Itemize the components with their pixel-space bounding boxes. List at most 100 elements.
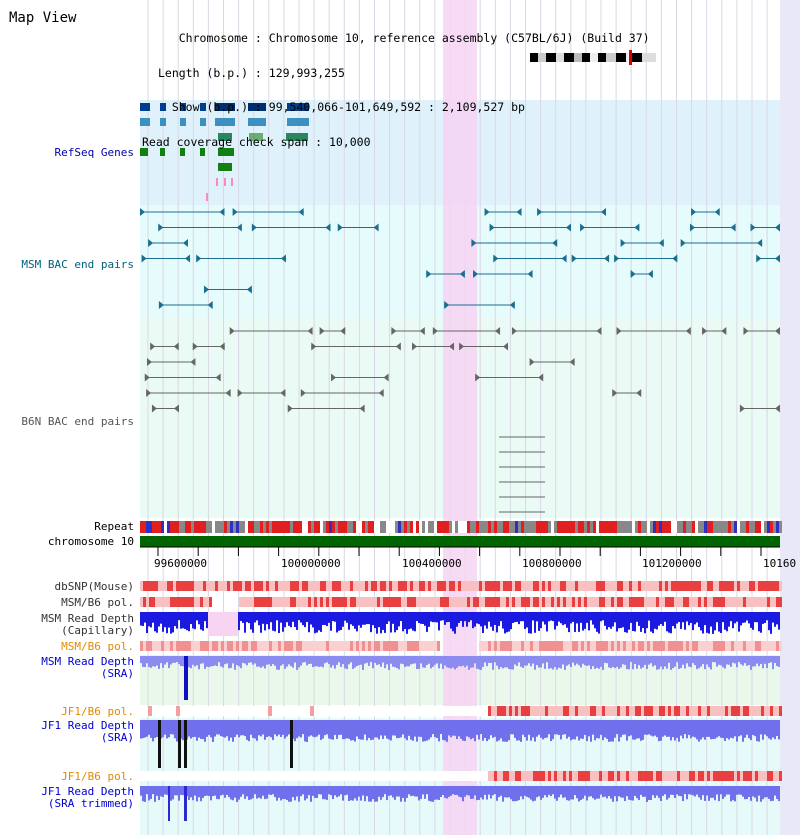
heat-cell <box>341 706 344 716</box>
depth-bar <box>246 720 248 740</box>
depth-bar <box>766 720 768 737</box>
depth-bar <box>622 656 624 665</box>
track-label-jf1-depth-sra[interactable]: JF1 Read Depth (SRA) <box>41 719 134 744</box>
heat-cell <box>332 581 335 591</box>
heat-cell <box>680 706 683 716</box>
depth-bar <box>236 720 238 735</box>
heat-cell <box>695 706 698 716</box>
depth-bar <box>278 656 280 670</box>
heat-cell <box>317 706 320 716</box>
heat-cell <box>629 771 632 781</box>
repeat-segment <box>455 521 458 533</box>
heat-cell <box>626 771 629 781</box>
depth-bar <box>570 656 572 668</box>
depth-bar <box>510 656 512 670</box>
depth-bar <box>674 612 676 629</box>
track-label-jf1-b6-pol-2[interactable]: JF1/B6 pol. <box>61 770 134 783</box>
heat-cell <box>587 581 590 591</box>
track-label-refseq[interactable]: RefSeq Genes <box>54 146 134 159</box>
track-label-msm-depth-cap[interactable]: MSM Read Depth (Capillary) <box>41 612 134 637</box>
heat-cell <box>539 641 542 651</box>
track-label-msm-b6-pol-2[interactable]: MSM/B6 pol. <box>61 640 134 653</box>
repeat-segment <box>233 521 236 533</box>
heat-cell <box>779 706 782 716</box>
depth-bar <box>556 612 558 626</box>
heat-cell <box>413 641 416 651</box>
depth-bar <box>198 720 200 738</box>
track-label-b6n-bac[interactable]: B6N BAC end pairs <box>21 415 134 428</box>
heat-cell <box>203 706 206 716</box>
heat-cell <box>629 581 632 591</box>
heat-cell <box>749 706 752 716</box>
heat-cell <box>176 597 179 607</box>
depth-bar <box>696 720 698 740</box>
depth-bar <box>538 612 540 631</box>
depth-bar <box>140 656 142 664</box>
heat-cell <box>455 581 458 591</box>
heat-cell <box>557 641 560 651</box>
depth-bar <box>690 786 692 795</box>
depth-bar <box>472 786 474 799</box>
heat-cell <box>302 581 305 591</box>
b6n-bac-pair <box>459 342 465 351</box>
depth-bar <box>558 656 560 668</box>
depth-bar <box>502 786 504 802</box>
msm-bac-pair <box>473 270 479 278</box>
track-label-msm-bac[interactable]: MSM BAC end pairs <box>21 258 134 271</box>
heat-cell <box>224 641 227 651</box>
depth-bar <box>358 720 360 740</box>
msm-bac-pair <box>236 223 242 232</box>
track-label-jf1-depth-trim[interactable]: JF1 Read Depth (SRA trimmed) <box>41 785 134 810</box>
heat-cell <box>620 771 623 781</box>
depth-bar <box>194 612 196 630</box>
depth-bar <box>610 720 612 742</box>
depth-bar <box>430 612 432 622</box>
depth-bar <box>756 656 758 664</box>
heat-cell <box>740 706 743 716</box>
heat-cell <box>191 581 194 591</box>
ideogram-band <box>574 53 582 62</box>
heat-cell <box>725 641 728 651</box>
track-label-chromosome[interactable]: chromosome 10 <box>47 535 134 548</box>
heat-cell <box>683 597 686 607</box>
heat-cell <box>299 581 302 591</box>
heat-cell <box>335 641 338 651</box>
repeat-segment <box>209 521 212 533</box>
heat-cell <box>443 597 446 607</box>
depth-bar <box>606 786 608 799</box>
track-label-msm-b6-pol[interactable]: MSM/B6 pol. <box>61 596 134 609</box>
depth-bar <box>404 720 406 739</box>
depth-bar <box>308 612 310 633</box>
depth-bar <box>522 786 524 800</box>
msm-bac-pair <box>604 254 610 263</box>
depth-bar <box>626 612 628 633</box>
track-label-msm-depth-sra[interactable]: MSM Read Depth (SRA) <box>41 655 134 680</box>
depth-bar <box>770 656 772 663</box>
msm-bac-pair <box>672 254 678 263</box>
heat-cell <box>218 771 221 781</box>
heat-cell <box>719 641 722 651</box>
depth-bar <box>698 612 700 628</box>
depth-bar <box>680 720 682 736</box>
heat-cell <box>323 581 326 591</box>
depth-bar <box>254 656 256 664</box>
depth-bar <box>304 786 306 801</box>
heat-cell <box>245 641 248 651</box>
depth-bar <box>540 656 542 668</box>
track-label-repeat[interactable]: Repeat <box>94 520 134 533</box>
depth-bar <box>204 720 206 742</box>
heat-cell <box>515 771 518 781</box>
repeat-segment <box>275 521 278 533</box>
depth-bar <box>608 656 610 668</box>
track-label-jf1-b6-pol[interactable]: JF1/B6 pol. <box>61 705 134 718</box>
heat-cell <box>773 706 776 716</box>
heat-cell <box>641 581 644 591</box>
heat-cell <box>779 597 782 607</box>
heat-cell <box>536 771 539 781</box>
depth-bar <box>458 786 460 797</box>
heat-cell <box>758 771 761 781</box>
track-label-dbsnp[interactable]: dbSNP(Mouse) <box>54 580 134 593</box>
heat-cell <box>431 641 434 651</box>
heat-cell <box>548 641 551 651</box>
b6n-bac-pair <box>280 389 286 397</box>
